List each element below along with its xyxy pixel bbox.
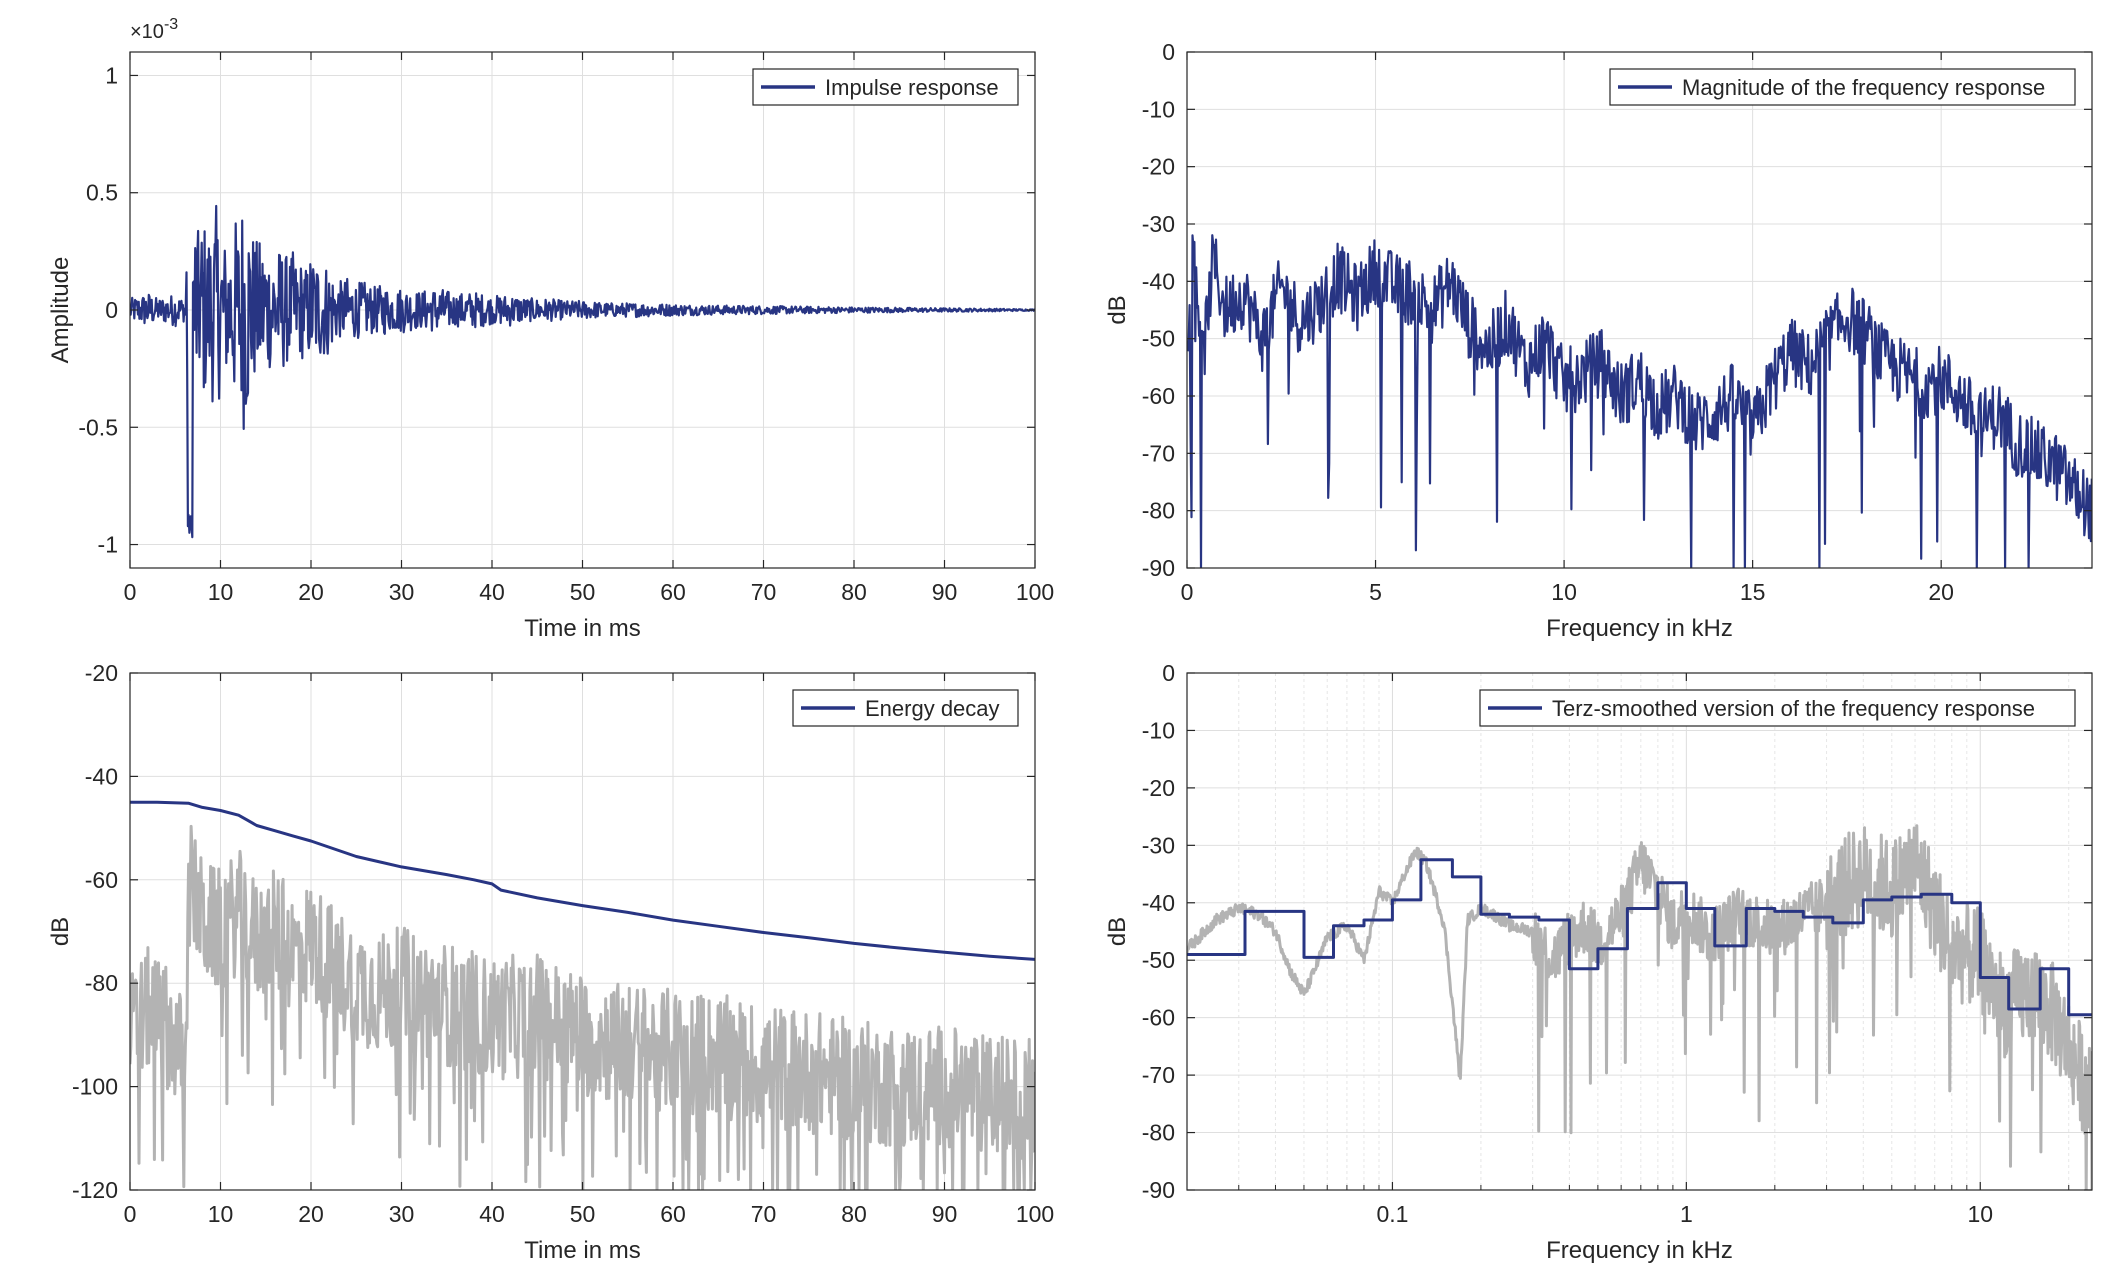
y-tick-label: 1 (105, 62, 118, 88)
y-tick-label: -90 (1142, 555, 1175, 581)
y-tick-label: -60 (1142, 1005, 1175, 1031)
x-tick-label: 20 (298, 1201, 324, 1227)
legend-label: Energy decay (865, 696, 1000, 721)
y-tick-label: -50 (1142, 947, 1175, 973)
y-tick-label: -0.5 (78, 414, 118, 440)
x-tick-label: 100 (1016, 1201, 1054, 1227)
y-tick-label: 0 (1162, 660, 1175, 686)
legend-label: Terz-smoothed version of the frequency r… (1552, 696, 2035, 721)
y-tick-label: 0.5 (86, 180, 118, 206)
grid (1186, 51, 2092, 569)
y-tick-label: -50 (1142, 326, 1175, 352)
axes-box (1186, 672, 2093, 1191)
series-line-background-1 (1187, 824, 2092, 1190)
plot-series (130, 800, 1035, 1190)
legend-label: Impulse response (825, 75, 999, 100)
y-axis-label: dB (1104, 917, 1131, 946)
x-tick-label: 10 (208, 579, 234, 605)
x-tick-label: 40 (479, 579, 505, 605)
x-tick-label: 50 (570, 579, 596, 605)
y-tick-label: -60 (85, 867, 118, 893)
x-tick-label: 80 (841, 579, 867, 605)
x-tick-label: 70 (751, 579, 777, 605)
y-tick-label: -80 (1142, 1120, 1175, 1146)
chart-magnitude: 0 5 10 15 20 0 -10 -20 -30 -40 -50 -60 -70 -80 -90 Freq… (1104, 39, 2093, 642)
x-tick-label: 20 (298, 579, 324, 605)
y-tick-label: -40 (1142, 268, 1175, 294)
axes-box (1186, 51, 2093, 569)
x-tick-label: 30 (389, 579, 415, 605)
y-tick-label: -40 (1142, 890, 1175, 916)
y-tick-label: -80 (85, 970, 118, 996)
y-tick-label: -30 (1142, 832, 1175, 858)
y-tick-label: -20 (1142, 154, 1175, 180)
x-tick-label: 0 (1181, 579, 1194, 605)
x-tick-label: 100 (1016, 579, 1054, 605)
y-exponent-label: ×10-3 (130, 16, 178, 43)
x-tick-label: 70 (751, 1201, 777, 1227)
plot-series (1187, 824, 2092, 1190)
x-tick-label: 60 (660, 579, 686, 605)
x-tick-label: 0 (124, 579, 137, 605)
y-tick-label: -20 (1142, 775, 1175, 801)
y-tick-label: -20 (85, 660, 118, 686)
y-tick-label: -1 (98, 532, 118, 558)
series-line-impulse-response (130, 204, 1035, 539)
legend-label: Magnitude of the frequency response (1682, 75, 2045, 100)
y-tick-label: -30 (1142, 211, 1175, 237)
legend: Impulse response (752, 68, 1019, 106)
series-line-magnitude-of-the-frequency-response (1187, 234, 2092, 568)
y-tick-label: -100 (72, 1074, 118, 1100)
x-tick-label: 50 (570, 1201, 596, 1227)
chart-energy: 0 10 20 30 40 50 60 70 80 90 100 -20 -40 -60 -80 -100 -1… (47, 660, 1054, 1264)
y-axis-label: dB (1104, 295, 1131, 324)
y-tick-label: -60 (1142, 383, 1175, 409)
y-axis-label: dB (47, 917, 74, 946)
series-line-terz-smoothed-version-of-the-frequency-response (1187, 858, 2092, 1017)
x-tick-label: 90 (932, 579, 958, 605)
legend: Energy decay (792, 689, 1019, 727)
y-tick-label: -70 (1142, 1062, 1175, 1088)
plot-series (130, 204, 1035, 539)
x-tick-label: 5 (1369, 579, 1382, 605)
x-tick-label: 10 (208, 1201, 234, 1227)
x-tick-label: 90 (932, 1201, 958, 1227)
y-tick-label: -10 (1142, 96, 1175, 122)
x-tick-label: 30 (389, 1201, 415, 1227)
x-axis-label: Frequency in kHz (1546, 1237, 1733, 1264)
y-tick-label: -120 (72, 1177, 118, 1203)
x-tick-label: 10 (1967, 1201, 1993, 1227)
y-tick-label: -90 (1142, 1177, 1175, 1203)
y-tick-label: 0 (105, 297, 118, 323)
x-tick-label: 40 (479, 1201, 505, 1227)
y-tick-label: 0 (1162, 39, 1175, 65)
legend: Magnitude of the frequency response (1609, 68, 2076, 106)
x-tick-label: 10 (1551, 579, 1577, 605)
legend-box (1609, 68, 2076, 106)
y-axis-label: Amplitude (47, 257, 74, 364)
plot-series (1187, 234, 2092, 568)
x-tick-label: 0.1 (1376, 1201, 1408, 1227)
legend: Terz-smoothed version of the frequency r… (1479, 689, 2076, 727)
y-tick-label: -10 (1142, 717, 1175, 743)
y-tick-label: -40 (85, 763, 118, 789)
x-tick-label: 60 (660, 1201, 686, 1227)
x-tick-label: 0 (124, 1201, 137, 1227)
x-tick-label: 80 (841, 1201, 867, 1227)
x-tick-label: 1 (1680, 1201, 1693, 1227)
series-line-energy-decay (130, 800, 1035, 961)
series-line-background-1 (130, 824, 1035, 1190)
x-tick-label: 20 (1928, 579, 1954, 605)
chart-impulse: 0 10 20 30 40 50 60 70 80 90 100 -1 -0.5 0 0.5 1 Time in… (47, 16, 1054, 642)
x-axis-label: Time in ms (524, 1237, 640, 1264)
y-tick-label: -70 (1142, 440, 1175, 466)
x-axis-label: Time in ms (524, 615, 640, 642)
legend-box (1479, 689, 2076, 727)
chart-terz: 0.1 1 10 0 -10 -20 -30 -40 -50 -60 -70 -80 -90 Freque… (1104, 660, 2093, 1264)
y-tick-label: -80 (1142, 498, 1175, 524)
x-tick-label: 15 (1740, 579, 1766, 605)
x-axis-label: Frequency in kHz (1546, 615, 1733, 642)
